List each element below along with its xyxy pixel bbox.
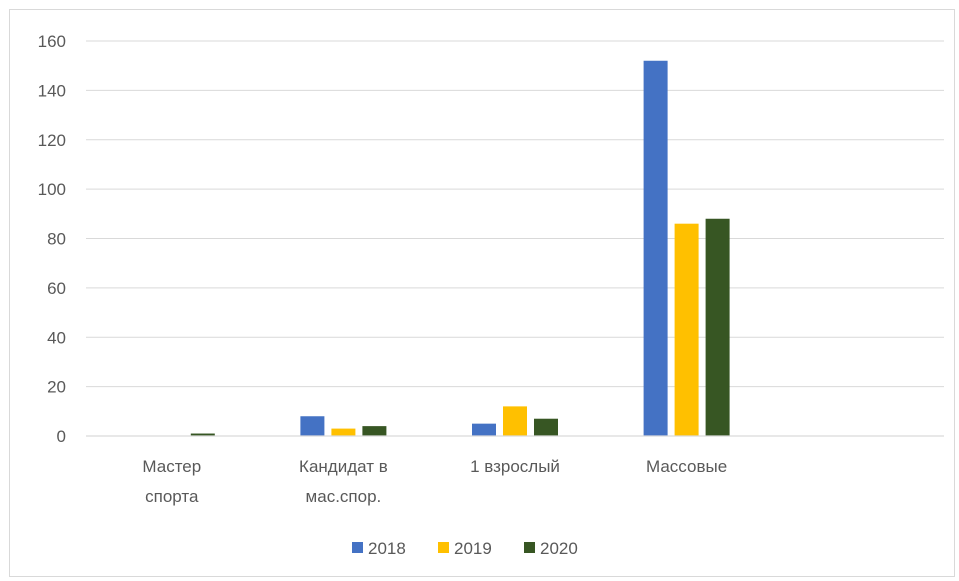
- legend-label: 2018: [368, 539, 406, 558]
- bar-2020: [705, 218, 730, 436]
- y-tick-label: 140: [38, 81, 66, 100]
- y-tick-label: 120: [38, 131, 66, 150]
- legend-label: 2019: [454, 539, 492, 558]
- x-tick-label: Кандидат в: [299, 457, 388, 476]
- bar-2018: [300, 416, 325, 436]
- bar-2020: [190, 433, 215, 436]
- x-tick-label: Мастер: [142, 457, 201, 476]
- y-tick-label: 80: [47, 230, 66, 249]
- y-tick-label: 160: [38, 32, 66, 51]
- y-tick-label: 40: [47, 328, 66, 347]
- bar-2020: [534, 418, 558, 436]
- bar-2019: [331, 428, 356, 436]
- x-tick-label: мас.спор.: [306, 487, 382, 506]
- bar-2018: [643, 60, 668, 436]
- bar-2020: [362, 426, 387, 436]
- x-tick-label: 1 взрослый: [470, 457, 560, 476]
- legend-label: 2020: [540, 539, 578, 558]
- y-tick-label: 100: [38, 180, 66, 199]
- legend-swatch-2019: [438, 542, 449, 553]
- y-tick-label: 60: [47, 279, 66, 298]
- legend-swatch-2020: [524, 542, 535, 553]
- y-tick-label: 20: [47, 378, 66, 397]
- y-tick-label: 0: [57, 427, 66, 446]
- bar-2019: [503, 406, 527, 436]
- bar-2019: [674, 223, 699, 436]
- legend-swatch-2018: [352, 542, 363, 553]
- bar-2018: [472, 423, 496, 436]
- x-tick-label: Массовые: [646, 457, 727, 476]
- x-tick-label: спорта: [145, 487, 199, 506]
- chart-frame: [9, 9, 955, 577]
